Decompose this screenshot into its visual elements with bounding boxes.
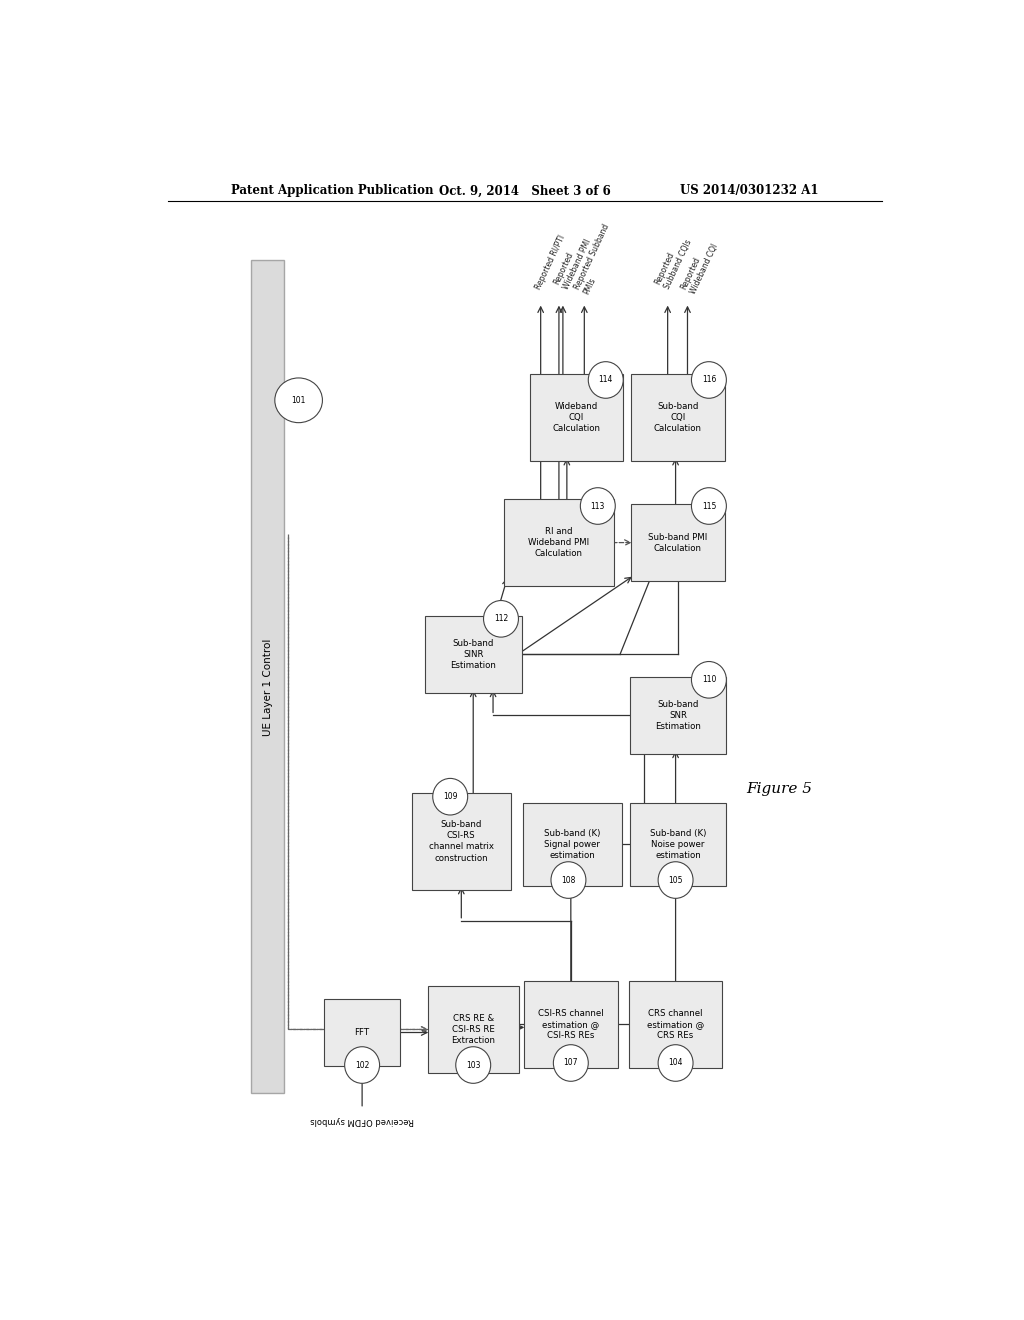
FancyBboxPatch shape — [524, 981, 617, 1068]
Ellipse shape — [553, 1044, 588, 1081]
FancyBboxPatch shape — [425, 616, 521, 693]
Ellipse shape — [551, 862, 586, 899]
Text: 107: 107 — [563, 1059, 579, 1068]
Text: 114: 114 — [599, 375, 613, 384]
Text: 108: 108 — [561, 875, 575, 884]
Text: Sub-band
SINR
Estimation: Sub-band SINR Estimation — [451, 639, 497, 671]
Text: Reported
Wideband PMI: Reported Wideband PMI — [553, 234, 593, 290]
Text: 104: 104 — [669, 1059, 683, 1068]
Ellipse shape — [581, 487, 615, 524]
FancyBboxPatch shape — [631, 504, 725, 581]
Ellipse shape — [691, 362, 726, 399]
Text: Sub-band PMI
Calculation: Sub-band PMI Calculation — [648, 532, 708, 553]
Text: RI and
Wideband PMI
Calculation: RI and Wideband PMI Calculation — [528, 527, 590, 558]
Ellipse shape — [691, 487, 726, 524]
Ellipse shape — [658, 1044, 693, 1081]
Text: Wideband
CQI
Calculation: Wideband CQI Calculation — [552, 403, 600, 433]
Text: Reported
Subband CQIs: Reported Subband CQIs — [653, 234, 693, 290]
FancyBboxPatch shape — [629, 981, 722, 1068]
FancyBboxPatch shape — [504, 499, 613, 586]
Text: CRS channel
estimation @
CRS REs: CRS channel estimation @ CRS REs — [647, 1008, 705, 1040]
Ellipse shape — [433, 779, 468, 814]
Text: Reported RI/PTI: Reported RI/PTI — [535, 234, 567, 290]
FancyBboxPatch shape — [631, 803, 726, 886]
Text: Figure 5: Figure 5 — [745, 781, 812, 796]
Text: CRS RE &
CSI-RS RE
Extraction: CRS RE & CSI-RS RE Extraction — [452, 1014, 496, 1045]
Text: Received OFDM symbols: Received OFDM symbols — [310, 1115, 414, 1125]
Ellipse shape — [588, 362, 624, 399]
Ellipse shape — [456, 1047, 490, 1084]
Text: 113: 113 — [591, 502, 605, 511]
FancyBboxPatch shape — [529, 375, 624, 461]
Text: UE Layer 1 Control: UE Layer 1 Control — [263, 639, 272, 735]
Text: 101: 101 — [292, 396, 306, 405]
FancyBboxPatch shape — [325, 999, 399, 1065]
Text: 102: 102 — [355, 1060, 370, 1069]
Text: 109: 109 — [443, 792, 458, 801]
FancyBboxPatch shape — [251, 260, 285, 1093]
Text: 112: 112 — [494, 614, 508, 623]
Text: CSI-RS channel
estimation @
CSI-RS REs: CSI-RS channel estimation @ CSI-RS REs — [538, 1008, 603, 1040]
Text: 116: 116 — [701, 375, 716, 384]
Text: US 2014/0301232 A1: US 2014/0301232 A1 — [680, 185, 818, 198]
Text: Oct. 9, 2014   Sheet 3 of 6: Oct. 9, 2014 Sheet 3 of 6 — [439, 185, 610, 198]
Text: Sub-band
CQI
Calculation: Sub-band CQI Calculation — [654, 403, 702, 433]
Text: Reported
Wideband CQI: Reported Wideband CQI — [680, 238, 720, 296]
Ellipse shape — [345, 1047, 380, 1084]
FancyBboxPatch shape — [523, 803, 622, 886]
Text: Sub-band (K)
Signal power
estimation: Sub-band (K) Signal power estimation — [544, 829, 601, 861]
FancyBboxPatch shape — [631, 375, 725, 461]
Text: Sub-band
CSI-RS
channel matrix
construction: Sub-band CSI-RS channel matrix construct… — [429, 820, 494, 862]
Ellipse shape — [658, 862, 693, 899]
Text: Patent Application Publication: Patent Application Publication — [231, 185, 434, 198]
Ellipse shape — [483, 601, 518, 638]
Text: Reported Subband
PMIs: Reported Subband PMIs — [572, 223, 621, 296]
Text: 115: 115 — [701, 502, 716, 511]
Ellipse shape — [274, 378, 323, 422]
FancyBboxPatch shape — [428, 986, 519, 1073]
Text: FFT: FFT — [354, 1028, 370, 1038]
FancyBboxPatch shape — [631, 677, 726, 754]
Text: 105: 105 — [669, 875, 683, 884]
FancyBboxPatch shape — [412, 793, 511, 890]
Text: Sub-band (K)
Noise power
estimation: Sub-band (K) Noise power estimation — [650, 829, 707, 861]
Text: 103: 103 — [466, 1060, 480, 1069]
Text: 110: 110 — [701, 676, 716, 684]
Text: Sub-band
SNR
Estimation: Sub-band SNR Estimation — [655, 700, 700, 731]
Ellipse shape — [691, 661, 726, 698]
